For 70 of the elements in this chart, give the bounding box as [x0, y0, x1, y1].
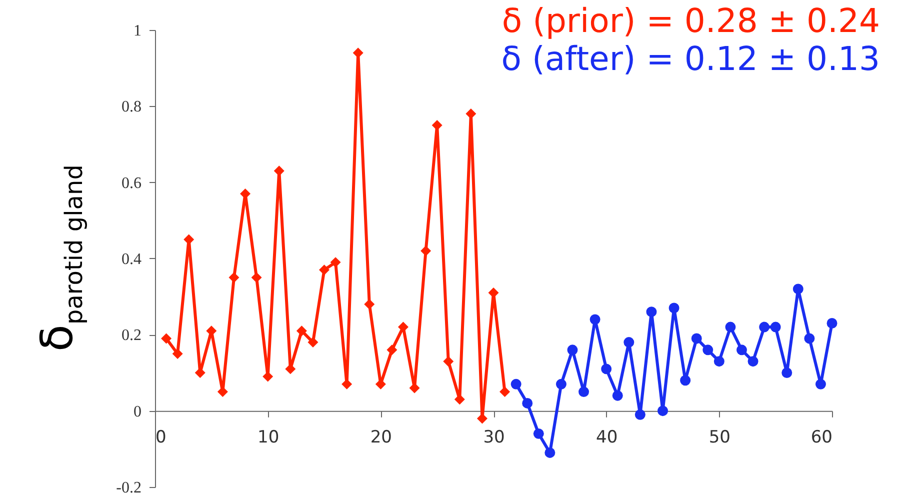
annotation: δ (after) = 0.12 ± 0.13: [501, 39, 880, 78]
point: [770, 322, 781, 332]
point: [330, 257, 341, 268]
point: [352, 48, 364, 58]
y-tick-label: 0.8: [122, 98, 142, 116]
point: [217, 386, 228, 398]
annotation: δ (prior) = 0.28 ± 0.24: [501, 1, 880, 40]
point: [172, 348, 183, 359]
point: [556, 378, 566, 390]
point: [398, 322, 408, 332]
point: [804, 333, 815, 344]
point: [251, 272, 262, 283]
point: [702, 344, 714, 356]
point: [432, 120, 442, 130]
point: [194, 368, 206, 378]
point: [691, 333, 702, 344]
point: [601, 364, 612, 374]
point: [624, 337, 634, 348]
point: [386, 344, 398, 356]
point: [634, 409, 646, 420]
point: [826, 318, 838, 328]
point: [815, 378, 826, 390]
point: [759, 322, 770, 332]
point: [544, 447, 556, 458]
point: [319, 264, 330, 276]
point: [612, 390, 623, 401]
x-tick-label: 40: [596, 427, 618, 448]
point: [161, 333, 172, 344]
point: [296, 326, 307, 336]
point: [714, 356, 724, 367]
x-tick-label: 50: [708, 427, 730, 448]
point: [792, 284, 804, 294]
x-tick-label: 0: [156, 427, 166, 448]
point: [590, 314, 600, 325]
point: [736, 344, 747, 356]
point: [420, 246, 432, 256]
point: [680, 375, 691, 386]
y-tick-label: 0: [134, 403, 142, 420]
point: [533, 428, 544, 439]
x-tick-label: 20: [370, 427, 392, 448]
point: [510, 378, 522, 390]
point: [500, 386, 510, 398]
x-tick-label: 10: [258, 427, 280, 448]
point: [476, 413, 488, 424]
point: [443, 356, 454, 367]
point: [725, 322, 736, 332]
point: [454, 394, 465, 405]
y-tick-label: 0.6: [122, 174, 142, 192]
point: [658, 406, 668, 416]
point: [409, 382, 420, 394]
point: [308, 337, 318, 348]
y-tick-label: 0.2: [122, 327, 142, 344]
point: [228, 272, 240, 283]
y-tick-label: -0.2: [116, 480, 142, 496]
point: [522, 398, 533, 408]
y-tick-label: 1: [134, 22, 142, 40]
y-tick-label: 0.4: [122, 251, 142, 268]
point: [342, 378, 352, 390]
point: [578, 386, 590, 398]
x-tick-label: 30: [483, 427, 505, 448]
point: [240, 188, 251, 199]
point: [668, 302, 680, 314]
point: [646, 306, 657, 318]
x-tick-label: 60: [810, 427, 832, 448]
point: [782, 368, 792, 378]
point: [748, 356, 758, 367]
point: [285, 364, 296, 374]
point: [567, 344, 578, 356]
point: [364, 298, 375, 310]
point: [274, 166, 284, 176]
